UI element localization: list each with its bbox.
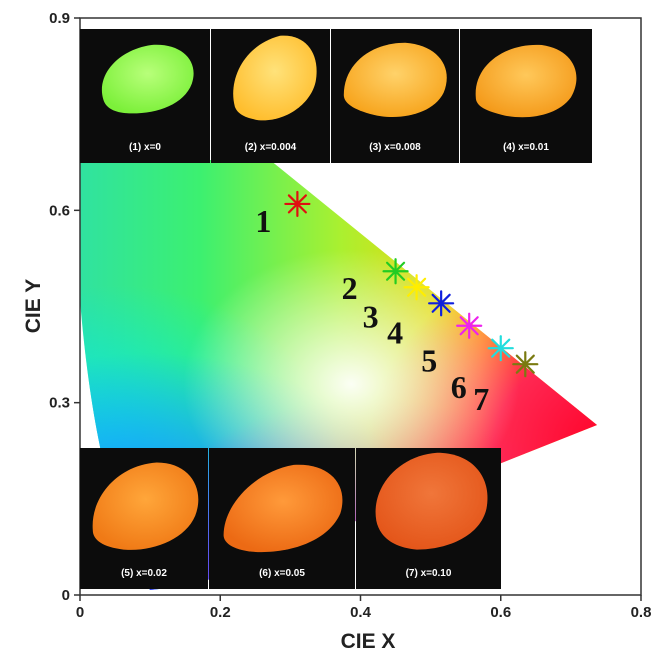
axes: 0 0.2 0.4 0.6 0.8 0 0.3 0.6 0.9 xyxy=(49,10,651,621)
data-point-1 xyxy=(284,190,311,218)
photo-inset-5: (5) x=0.02 xyxy=(80,448,208,589)
y-axis-title: CIE Y xyxy=(22,279,45,333)
data-point-2 xyxy=(382,258,409,285)
data-point-3 xyxy=(403,274,430,301)
x-tick-label: 0.8 xyxy=(631,604,652,621)
photo-inset-6: (6) x=0.05 xyxy=(209,448,355,589)
phosphor-glow xyxy=(343,42,447,117)
x-tick-label: 0.4 xyxy=(350,604,372,621)
x-tick-label: 0 xyxy=(76,604,84,621)
data-point-4 xyxy=(428,290,455,317)
photo-caption: (7) x=0.10 xyxy=(406,568,452,579)
phosphor-glow xyxy=(92,462,199,550)
point-label-7: 7 xyxy=(473,381,489,417)
photo-inset-2: (2) x=0.004 xyxy=(211,29,330,163)
photo-caption: (6) x=0.05 xyxy=(259,568,305,579)
photo-insets: (1) x=0 (2) x=0.004 (3) x=0.008 (4) x=0.01 (… xyxy=(80,29,592,589)
photo-caption: (1) x=0 xyxy=(129,142,161,153)
point-label-4: 4 xyxy=(387,314,403,350)
photo-inset-7: (7) x=0.10 xyxy=(356,448,501,589)
point-label-1: 1 xyxy=(255,203,271,239)
phosphor-glow xyxy=(101,44,194,114)
data-point-6 xyxy=(487,335,514,362)
point-label-5: 5 xyxy=(421,343,437,379)
data-point-5 xyxy=(456,312,483,339)
photo-inset-4: (4) x=0.01 xyxy=(460,29,592,163)
data-point-7 xyxy=(512,351,539,378)
point-label-3: 3 xyxy=(363,298,379,334)
y-tick-label: 0.3 xyxy=(49,395,70,412)
phosphor-glow xyxy=(233,35,317,121)
y-tick-label: 0 xyxy=(62,587,70,604)
photo-inset-3: (3) x=0.008 xyxy=(331,29,459,163)
photo-inset-1: (1) x=0 xyxy=(80,29,210,163)
x-axis-title: CIE X xyxy=(341,630,396,653)
x-tick-label: 0.6 xyxy=(490,604,511,621)
phosphor-glow xyxy=(475,44,577,118)
phosphor-glow xyxy=(223,464,343,553)
point-label-6: 6 xyxy=(451,369,467,405)
photo-caption: (3) x=0.008 xyxy=(369,142,421,153)
photo-caption: (2) x=0.004 xyxy=(245,142,297,153)
y-tick-label: 0.6 xyxy=(49,202,70,219)
point-label-2: 2 xyxy=(342,270,358,306)
x-tick-label: 0.2 xyxy=(210,604,231,621)
phosphor-glow xyxy=(375,452,488,550)
data-points: 1 23 456 7 xyxy=(255,190,539,417)
photo-caption: (4) x=0.01 xyxy=(503,142,549,153)
y-tick-label: 0.9 xyxy=(49,10,70,27)
photo-caption: (5) x=0.02 xyxy=(121,568,167,579)
